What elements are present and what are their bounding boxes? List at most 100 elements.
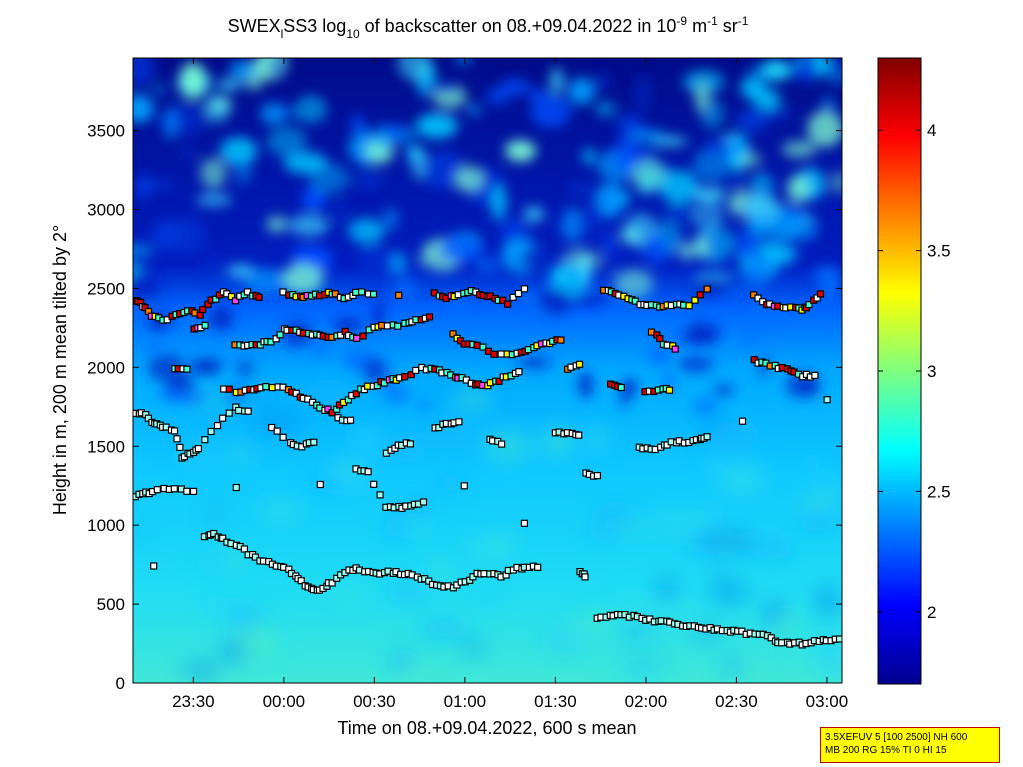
layer-point bbox=[227, 293, 236, 301]
layer-point bbox=[520, 519, 529, 527]
layer-point bbox=[497, 350, 505, 358]
backscatter-blob bbox=[453, 389, 493, 408]
backscatter-blob bbox=[182, 661, 222, 679]
layer-point bbox=[778, 639, 786, 647]
backscatter-blob bbox=[209, 306, 234, 330]
backscatter-blob bbox=[690, 187, 727, 201]
colorbar-tick-label: 3.5 bbox=[927, 242, 951, 261]
layer-point bbox=[225, 385, 233, 393]
backscatter-blob bbox=[399, 261, 437, 273]
backscatter-blob bbox=[133, 94, 154, 123]
backscatter-blob bbox=[549, 67, 564, 95]
backscatter-blob bbox=[167, 217, 206, 254]
backscatter-blob bbox=[422, 82, 462, 94]
backscatter-blob bbox=[544, 628, 586, 653]
backscatter-blob bbox=[480, 594, 494, 607]
layer-point bbox=[183, 487, 191, 495]
backscatter-blob bbox=[637, 145, 657, 165]
layer-point bbox=[268, 423, 276, 432]
backscatter-blob bbox=[750, 172, 774, 201]
layer-point bbox=[219, 414, 227, 422]
y-tick-label: 3000 bbox=[87, 201, 125, 220]
backscatter-blob bbox=[204, 595, 232, 619]
backscatter-blob bbox=[613, 668, 669, 683]
backscatter-blob bbox=[352, 172, 385, 189]
backscatter-blob bbox=[490, 184, 507, 221]
backscatter-blob bbox=[578, 371, 593, 399]
backscatter-blob bbox=[628, 131, 668, 142]
layer-point bbox=[255, 293, 263, 301]
backscatter-blob bbox=[200, 157, 227, 189]
layer-point bbox=[557, 336, 565, 344]
plot-area bbox=[132, 57, 843, 684]
backscatter-blob bbox=[350, 114, 366, 135]
x-tick-label: 02:00 bbox=[625, 692, 668, 711]
backscatter-blob bbox=[707, 451, 720, 474]
backscatter-blob bbox=[822, 96, 835, 113]
backscatter-blob bbox=[682, 70, 725, 95]
backscatter-blob bbox=[570, 294, 607, 306]
backscatter-blob bbox=[766, 209, 800, 244]
backscatter-blob bbox=[467, 104, 481, 116]
layer-point bbox=[364, 468, 372, 476]
colorbar-tick-label: 4 bbox=[927, 121, 936, 140]
backscatter-blob bbox=[523, 206, 545, 223]
backscatter-blob bbox=[741, 327, 756, 348]
layer-point bbox=[150, 562, 158, 570]
backscatter-blob bbox=[776, 618, 797, 635]
backscatter-blob bbox=[302, 186, 326, 212]
backscatter-blob bbox=[749, 215, 768, 236]
backscatter-blob bbox=[418, 620, 471, 639]
backscatter-blob bbox=[133, 277, 160, 302]
backscatter-blob bbox=[151, 82, 167, 96]
backscatter-blob bbox=[592, 73, 611, 90]
backscatter-blob bbox=[588, 527, 610, 543]
y-tick-label: 1000 bbox=[87, 516, 125, 535]
backscatter-blob bbox=[562, 206, 580, 242]
chart-title: SWEXlSS3 log10 of backscatter on 08.+09.… bbox=[228, 14, 749, 41]
layer-point bbox=[207, 427, 215, 436]
backscatter-blob bbox=[681, 333, 717, 344]
layer-point bbox=[691, 296, 699, 304]
backscatter-blob bbox=[133, 522, 145, 549]
backscatter-blob bbox=[568, 77, 595, 105]
layer-point bbox=[479, 343, 487, 351]
backscatter-blob bbox=[207, 511, 223, 520]
backscatter-blob bbox=[635, 75, 652, 112]
layer-point bbox=[656, 334, 664, 343]
y-axis: 0 500 1000 1500 2000 2500 3000 3500 bbox=[87, 122, 842, 693]
backscatter-blob bbox=[332, 318, 363, 332]
layer-point bbox=[297, 577, 305, 585]
backscatter-blob bbox=[522, 245, 545, 272]
layer-point bbox=[370, 480, 378, 488]
layer-point bbox=[212, 295, 220, 303]
backscatter-blob bbox=[614, 269, 654, 299]
layer-point bbox=[509, 293, 517, 301]
backscatter-blob bbox=[259, 500, 302, 522]
backscatter-blob bbox=[830, 58, 842, 76]
layer-point bbox=[352, 390, 360, 398]
backscatter-blob bbox=[621, 658, 665, 669]
backscatter-blob bbox=[500, 220, 529, 242]
backscatter-blob bbox=[454, 165, 483, 193]
backscatter-blob bbox=[145, 340, 163, 355]
backscatter-blob bbox=[389, 648, 414, 675]
backscatter-blob bbox=[266, 215, 288, 233]
backscatter-blob bbox=[462, 640, 485, 654]
backscatter-blob bbox=[222, 613, 271, 622]
backscatter-blob bbox=[530, 94, 572, 128]
backscatter-blob bbox=[749, 304, 782, 329]
layer-point bbox=[183, 365, 191, 373]
backscatter-blob bbox=[189, 358, 223, 375]
y-tick-label: 2500 bbox=[87, 279, 125, 298]
layer-point bbox=[369, 290, 378, 298]
backscatter-blob bbox=[692, 276, 728, 294]
backscatter-blob bbox=[693, 196, 724, 234]
backscatter-blob bbox=[679, 242, 694, 261]
backscatter-blob bbox=[267, 58, 285, 78]
colorbar-tick-label: 2 bbox=[927, 603, 936, 622]
backscatter-blob bbox=[750, 539, 794, 560]
layer-point bbox=[240, 545, 248, 553]
backscatter-blob bbox=[434, 560, 448, 584]
